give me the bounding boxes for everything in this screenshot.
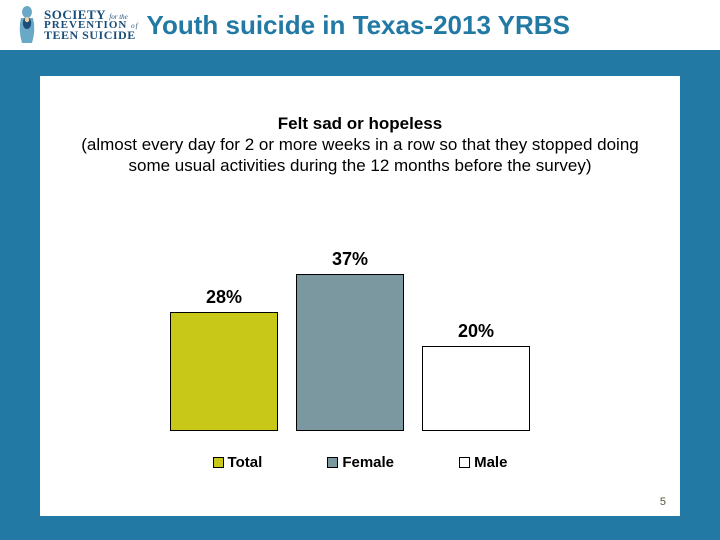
subtitle-heading: Felt sad or hopeless <box>60 114 660 134</box>
logo-text: SOCIETY for the PREVENTION of TEEN SUICI… <box>44 9 139 41</box>
subtitle-body: (almost every day for 2 or more weeks in… <box>60 134 660 177</box>
title-panel: SOCIETY for the PREVENTION of TEEN SUICI… <box>0 0 720 52</box>
bar-male: 20% <box>422 346 530 431</box>
bar-female: 37% <box>296 274 404 431</box>
org-logo: SOCIETY for the PREVENTION of TEEN SUICI… <box>14 5 139 45</box>
bar-label-male: 20% <box>423 321 529 342</box>
legend-swatch <box>213 457 224 468</box>
bar-label-total: 28% <box>171 287 277 308</box>
logo-icon <box>14 5 40 45</box>
bar-chart: 28%37%20% TotalFemaleMale <box>170 261 550 471</box>
legend-label: Male <box>474 454 507 471</box>
legend-item-total: Total <box>213 454 263 471</box>
legend-item-female: Female <box>327 454 394 471</box>
chart-legend: Total Female Male <box>170 454 550 471</box>
legend-swatch <box>327 457 338 468</box>
legend-swatch <box>459 457 470 468</box>
page-number: 5 <box>660 496 666 508</box>
slide: SOCIETY for the PREVENTION of TEEN SUICI… <box>0 0 720 540</box>
logo-line3: TEEN SUICIDE <box>44 30 139 41</box>
content-panel: Felt sad or hopeless (almost every day f… <box>40 76 680 516</box>
bar-label-female: 37% <box>297 249 403 270</box>
subtitle-block: Felt sad or hopeless (almost every day f… <box>40 76 680 177</box>
page-title: Youth suicide in Texas-2013 YRBS <box>139 10 720 41</box>
bar-total: 28% <box>170 312 278 431</box>
legend-label: Total <box>228 454 263 471</box>
chart-bars: 28%37%20% <box>170 261 550 431</box>
legend-item-male: Male <box>459 454 507 471</box>
legend-label: Female <box>342 454 394 471</box>
